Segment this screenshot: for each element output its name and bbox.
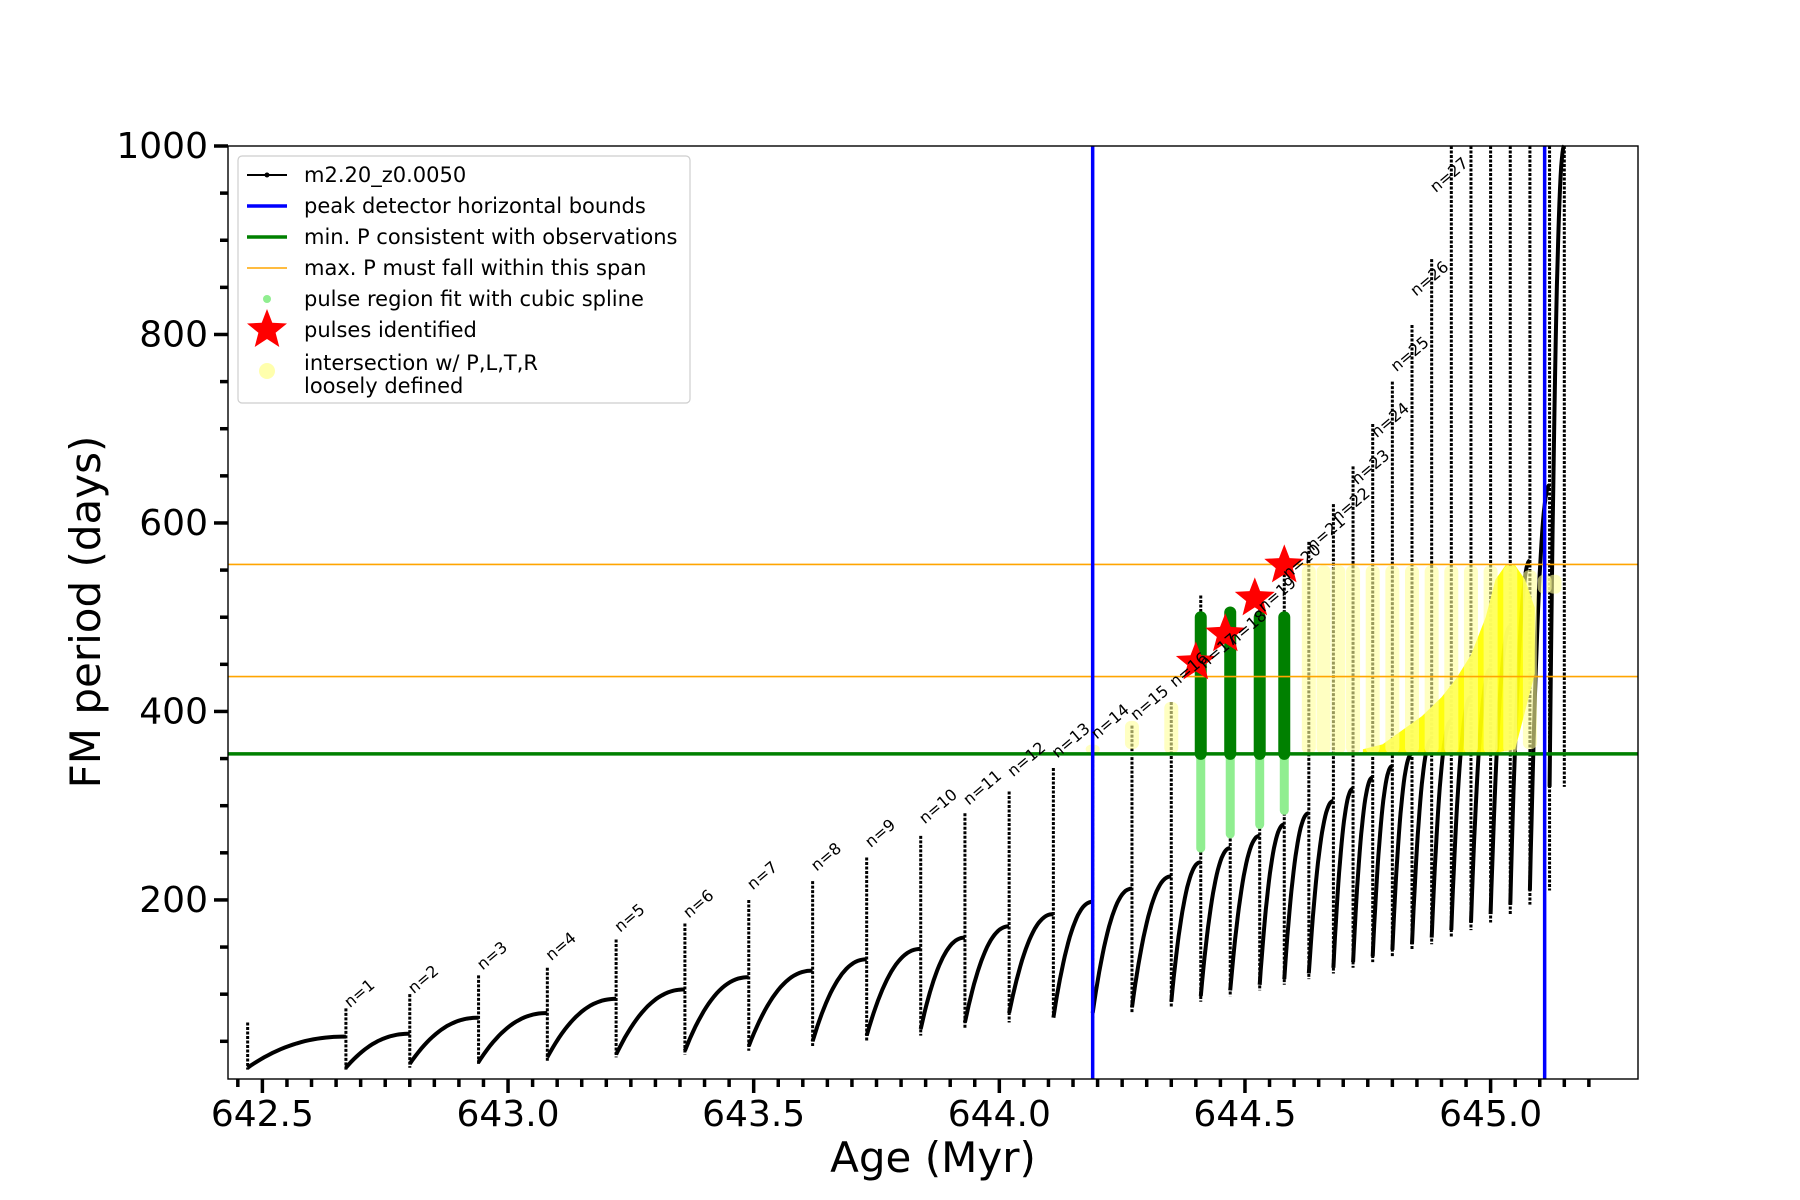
y-axis-label: FM period (days) (61, 436, 110, 789)
loose-intersection-column (1444, 565, 1459, 754)
loose-intersection-column (1385, 565, 1400, 754)
loose-intersection-column (1483, 565, 1498, 754)
legend-handle-dot (259, 363, 275, 379)
spline-layer (1194, 606, 1291, 853)
legend-label: max. P must fall within this span (304, 256, 646, 280)
stars-layer (1175, 544, 1305, 680)
loose-intersection-column (1346, 565, 1361, 754)
legend-label: loosely defined (304, 374, 463, 398)
x-tick-label: 645.0 (1439, 1094, 1542, 1135)
x-tick-label: 642.5 (211, 1094, 314, 1135)
pulse-identified-star (1205, 613, 1246, 652)
period-curve-segment (344, 1031, 410, 1070)
period-curve-segment (746, 968, 813, 1047)
x-tick-label: 644.5 (1193, 1094, 1296, 1135)
reference-lines-layer (228, 146, 1638, 1079)
loose-intersection-column (1331, 565, 1346, 754)
period-curve-segment (1169, 860, 1202, 1002)
period-curve-segment (1282, 811, 1310, 980)
pulse-identified-star (1175, 641, 1216, 680)
period-curve-segment (1351, 775, 1374, 963)
period-curve-segment (1331, 786, 1354, 968)
loose-intersection-column (1405, 565, 1420, 754)
period-curve-segment (1306, 799, 1334, 974)
y-tick-label: 600 (139, 503, 208, 544)
period-curve-segment (614, 987, 685, 1056)
x-tick-label: 643.5 (702, 1094, 805, 1135)
legend-handle-dot (263, 295, 271, 303)
period-curve-segment (1257, 822, 1285, 985)
x-axis-label: Age (Myr) (830, 1133, 1036, 1182)
period-curve-segment (1090, 886, 1133, 1014)
period-curve-segment (476, 1011, 548, 1064)
loose-intersection-column (1164, 702, 1179, 754)
legend-label: min. P consistent with observations (304, 225, 677, 249)
period-curve-segment (408, 1015, 479, 1066)
axes-layer: 642.5 643.0 643.5 644.0 644.5 645.0 200 400 600 8… (116, 126, 1591, 1135)
period-curve-segment (545, 996, 617, 1059)
loose-intersection-column (1547, 574, 1562, 594)
loose-intersection-column (1301, 565, 1316, 754)
legend-handle-dot (264, 172, 270, 178)
period-curve-segment (683, 975, 749, 1052)
legend-handle-star (247, 309, 287, 347)
loose-intersection-column (1424, 565, 1439, 754)
period-curve-segment (1228, 833, 1260, 991)
loose-intersection-column (1365, 565, 1380, 754)
period-curve-segment (962, 924, 1010, 1023)
x-tick-label: 643.0 (457, 1094, 560, 1135)
loose-intersection-column (1463, 565, 1478, 754)
pulse-identified-star (1234, 577, 1275, 616)
loose-intersection-column (1503, 565, 1518, 754)
loose-intersection-column (1124, 720, 1139, 750)
period-curve-segment (1051, 899, 1093, 1019)
y-tick-label: 1000 (116, 126, 208, 167)
legend-label: pulse region fit with cubic spline (304, 287, 644, 311)
loose-intersection-layer (1085, 565, 1562, 754)
y-tick-label: 200 (139, 880, 208, 921)
period-curve-segment (1370, 764, 1393, 957)
period-curve-segment (1198, 846, 1231, 997)
x-tick-label: 644.0 (948, 1094, 1051, 1135)
plot-frame (227, 145, 1639, 1080)
loose-intersection-column (1316, 565, 1331, 754)
pulse-identified-star (1264, 544, 1305, 583)
legend-label: peak detector horizontal bounds (304, 194, 646, 218)
y-tick-label: 800 (139, 314, 208, 355)
legend-label: pulses identified (304, 318, 477, 342)
period-curve-segment (1390, 751, 1413, 950)
period-curve-segment (246, 1034, 346, 1070)
period-curve-segment (918, 935, 966, 1030)
legend-label: m2.20_z0.0050 (304, 163, 466, 188)
period-curve-segment (1130, 874, 1172, 1008)
legend-label: intersection w/ P,L,T,R (304, 351, 538, 375)
loose-intersection-column (1522, 570, 1537, 750)
period-curve-segment (1007, 912, 1054, 1014)
y-tick-label: 400 (139, 691, 208, 732)
period-curve-segment (810, 957, 867, 1042)
period-curve-segment (864, 946, 921, 1037)
legend-box (237, 155, 691, 404)
